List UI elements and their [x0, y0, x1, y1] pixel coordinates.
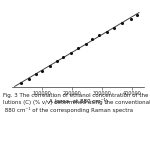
Point [56, 59, 58, 62]
Point [48, 64, 51, 67]
Point [129, 18, 132, 20]
Point [113, 27, 115, 29]
Text: Fig. 3 The correlation of ethanol concentration of the standard ethanol so
lutio: Fig. 3 The correlation of ethanol concen… [3, 93, 150, 113]
Point [69, 52, 72, 54]
X-axis label: A (area  at 880 cm⁻¹): A (area at 880 cm⁻¹) [49, 98, 107, 104]
Point [84, 43, 87, 45]
Point [41, 69, 43, 72]
Point [135, 14, 138, 16]
Point [35, 73, 37, 76]
Point [105, 30, 108, 33]
Point [62, 56, 64, 58]
Point [20, 82, 22, 84]
Point [77, 47, 79, 49]
Point [90, 38, 93, 40]
Point [98, 34, 100, 37]
Point [27, 78, 30, 81]
Point [120, 22, 123, 24]
